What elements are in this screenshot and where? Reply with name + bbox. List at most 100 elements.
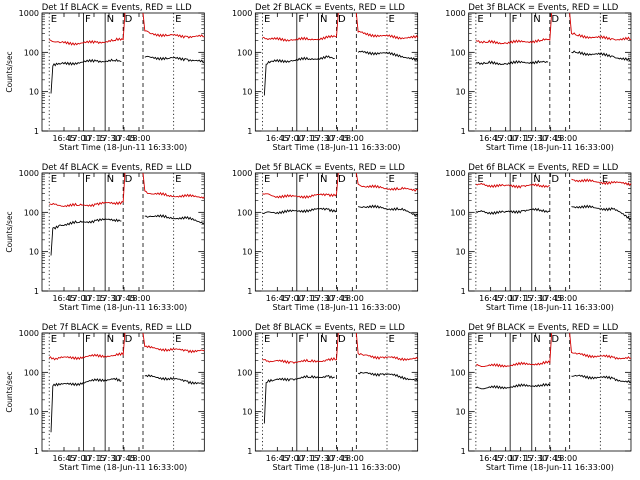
event-marker-label: D: [551, 334, 559, 345]
y-tick-label: 100: [450, 368, 465, 377]
x-tick-label: 17:30: [97, 294, 120, 303]
events-series-line: [358, 204, 418, 217]
x-tick-label: 18:00: [341, 134, 364, 143]
event-marker-label: F: [298, 334, 304, 345]
x-tick-label: 17:30: [524, 294, 547, 303]
y-tick-label: 1: [34, 287, 39, 296]
detector-panel: Det 1f BLACK = Events, RED = LLD 1 10 100 10…: [5, 3, 205, 152]
x-tick-label: 17:45: [326, 294, 349, 303]
lld-series-line: [475, 12, 553, 45]
detector-panel: Det 5f BLACK = Events, RED = LLD 1 10 100 10…: [232, 163, 419, 312]
event-marker-label: E: [51, 14, 57, 25]
x-tick-label: 17:45: [112, 294, 135, 303]
x-tick-label: 17:45: [112, 134, 135, 143]
event-marker-label: E: [51, 174, 57, 185]
events-series-line: [571, 50, 632, 62]
x-tick-label: 17:00: [494, 294, 517, 303]
x-tick-label: 17:00: [281, 134, 304, 143]
x-tick-label: 18:00: [127, 294, 150, 303]
x-tick-label: 17:15: [82, 454, 105, 463]
x-tick-label: 17:00: [67, 134, 90, 143]
panel-title: Det 8f BLACK = Events, RED = LLD: [255, 323, 405, 333]
lld-series-line: [49, 12, 126, 46]
x-tick-label: 17:45: [112, 454, 135, 463]
event-marker-label: E: [602, 334, 608, 345]
y-tick-label: 100: [24, 48, 39, 57]
x-tick-label: 18:00: [127, 134, 150, 143]
x-axis-label: Start Time (18-Jun-11 16:33:00): [486, 463, 614, 472]
detector-panel: Det 9f BLACK = Events, RED = LLD 1 10 100 10…: [445, 323, 632, 472]
y-tick-label: 1: [34, 447, 39, 456]
events-series-line: [357, 50, 419, 62]
x-tick-label: 17:15: [82, 294, 105, 303]
events-series-line: [263, 55, 335, 96]
detector-panel: Det 3f BLACK = Events, RED = LLD 1 10 100 10…: [445, 3, 632, 152]
y-tick-label: 10: [455, 88, 465, 97]
x-tick-label: 17:00: [494, 454, 517, 463]
x-axis-label: Start Time (18-Jun-11 16:33:00): [486, 143, 614, 152]
events-series-line: [50, 218, 122, 256]
lld-series-line: [355, 332, 418, 362]
event-marker-label: N: [320, 334, 327, 345]
event-marker-label: N: [107, 334, 114, 345]
event-marker-label: D: [338, 174, 346, 185]
lld-series-line: [142, 172, 205, 199]
x-tick-label: 17:00: [67, 454, 90, 463]
panel-title: Det 3f BLACK = Events, RED = LLD: [468, 3, 618, 13]
lld-series-line: [571, 178, 632, 187]
event-marker-label: E: [264, 334, 270, 345]
x-tick-label: 17:45: [539, 454, 562, 463]
event-marker-label: F: [512, 14, 518, 25]
x-axis-label: Start Time (18-Jun-11 16:33:00): [486, 303, 614, 312]
lld-series-line: [569, 332, 632, 360]
lld-series-line: [355, 172, 418, 192]
y-tick-label: 1: [247, 127, 252, 136]
x-tick-label: 17:45: [539, 294, 562, 303]
x-tick-label: 16:45: [479, 454, 502, 463]
x-axis-label: Start Time (18-Jun-11 16:33:00): [272, 463, 400, 472]
lld-series-line: [262, 12, 339, 42]
x-axis-label: Start Time (18-Jun-11 16:33:00): [59, 303, 187, 312]
x-tick-label: 16:45: [52, 294, 75, 303]
detector-panel: Det 8f BLACK = Events, RED = LLD 1 10 100 10…: [232, 323, 419, 472]
event-marker-label: N: [533, 174, 540, 185]
x-tick-label: 17:30: [311, 134, 334, 143]
y-tick-label: 1000: [19, 329, 39, 338]
x-tick-label: 18:00: [554, 454, 577, 463]
panel-title: Det 1f BLACK = Events, RED = LLD: [42, 3, 192, 13]
y-tick-label: 1: [247, 287, 252, 296]
x-tick-label: 18:00: [127, 454, 150, 463]
x-axis-label: Start Time (18-Jun-11 16:33:00): [59, 463, 187, 472]
y-tick-label: 1: [247, 447, 252, 456]
event-marker-label: D: [338, 334, 346, 345]
y-tick-label: 1000: [445, 169, 465, 178]
lld-series-line: [49, 172, 126, 208]
x-tick-label: 17:30: [311, 454, 334, 463]
x-tick-label: 17:45: [539, 134, 562, 143]
x-tick-label: 17:15: [296, 294, 319, 303]
lld-series-line: [475, 182, 550, 189]
x-tick-label: 16:45: [479, 294, 502, 303]
event-marker-label: D: [125, 174, 133, 185]
y-tick-label: 1000: [232, 329, 252, 338]
x-tick-label: 17:00: [281, 454, 304, 463]
x-tick-label: 18:00: [554, 134, 577, 143]
events-series-line: [262, 207, 337, 215]
y-tick-label: 1000: [232, 9, 252, 18]
y-axis-label: Counts/sec: [5, 211, 14, 252]
y-tick-label: 1: [461, 127, 466, 136]
panel-title: Det 7f BLACK = Events, RED = LLD: [42, 323, 192, 333]
y-tick-label: 1000: [19, 169, 39, 178]
events-series-line: [475, 59, 549, 66]
y-tick-label: 100: [237, 208, 252, 217]
y-tick-label: 1: [461, 447, 466, 456]
x-tick-label: 18:00: [341, 454, 364, 463]
y-tick-label: 100: [450, 208, 465, 217]
y-tick-label: 10: [29, 248, 39, 257]
y-tick-label: 100: [24, 368, 39, 377]
event-marker-label: N: [320, 174, 327, 185]
event-marker-label: F: [298, 14, 304, 25]
panel-title: Det 5f BLACK = Events, RED = LLD: [255, 163, 405, 173]
x-tick-label: 17:30: [97, 454, 120, 463]
panel-title: Det 6f BLACK = Events, RED = LLD: [468, 163, 618, 173]
